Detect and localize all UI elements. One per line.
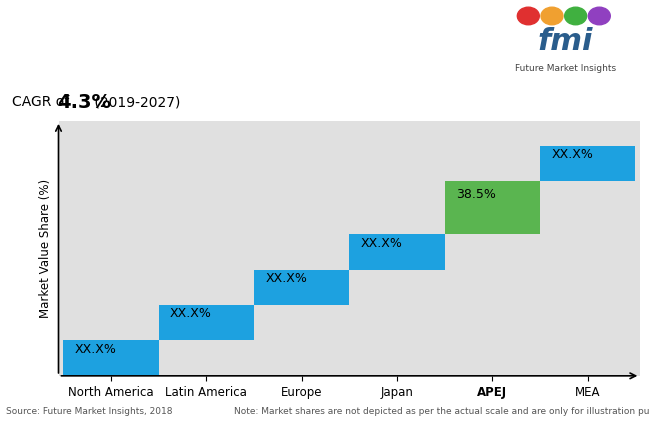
Bar [350,234,445,270]
Text: 38.5%: 38.5% [456,188,496,201]
Text: Source: Future Market Insights, 2018: Source: Future Market Insights, 2018 [6,407,173,416]
Ellipse shape [588,7,610,25]
Bar [254,270,350,305]
Text: Soil Field Testing Equipment Market Value Share (%): Soil Field Testing Equipment Market Valu… [12,22,545,40]
Text: fmi: fmi [538,27,593,56]
Text: 4.3%: 4.3% [57,93,110,112]
Bar [159,305,254,340]
Text: Future Market Insights: Future Market Insights [515,64,616,73]
Text: By Region (2018): By Region (2018) [12,57,133,72]
Text: XX.X%: XX.X% [265,272,307,285]
Text: Note: Market shares are not depicted as per the actual scale and are only for il: Note: Market shares are not depicted as … [234,407,650,416]
Text: XX.X%: XX.X% [75,343,116,356]
Bar [445,181,540,234]
Text: XX.X%: XX.X% [361,237,403,250]
Ellipse shape [517,7,539,25]
Text: XX.X%: XX.X% [170,308,212,321]
Ellipse shape [565,7,586,25]
Bar [63,340,159,376]
Y-axis label: Market Value Share (%): Market Value Share (%) [38,179,51,318]
Bar [540,146,636,181]
Text: XX.X%: XX.X% [552,148,593,161]
Ellipse shape [541,7,563,25]
Text: (2019-2027): (2019-2027) [90,95,181,109]
Text: CAGR of: CAGR of [12,95,73,109]
